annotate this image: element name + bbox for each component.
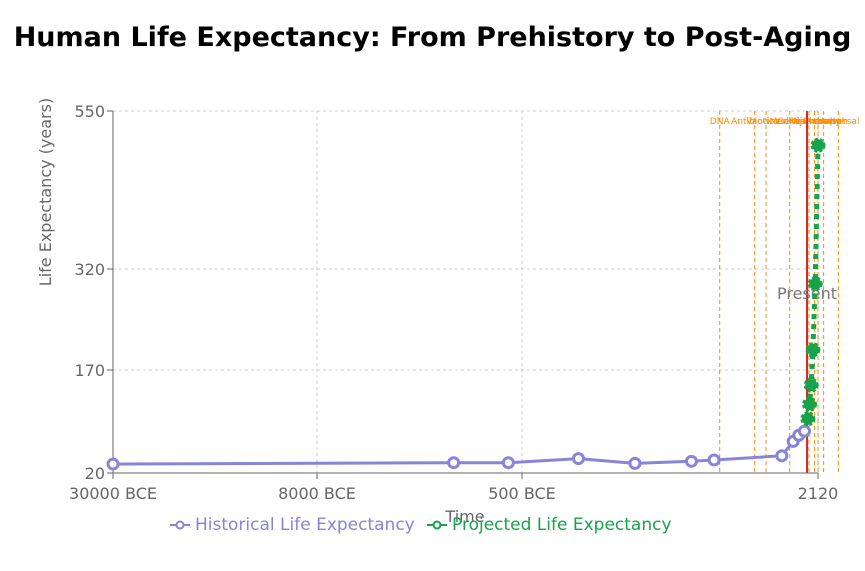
legend-item-projected[interactable]: Projected Life Expectancy — [427, 515, 672, 535]
chart-title: Human Life Expectancy: From Prehistory t… — [13, 22, 852, 53]
legend-item-historical[interactable]: Historical Life Expectancy — [170, 515, 415, 535]
historical-data-point — [501, 456, 515, 470]
y-tick-label: 170 — [74, 361, 105, 380]
x-tick-label: 2120 — [798, 484, 839, 503]
x-axis-title: Time — [444, 507, 484, 526]
grid — [113, 110, 819, 473]
historical-data-point — [571, 452, 585, 466]
y-tick-label: 550 — [74, 102, 105, 121]
historical-data-point — [684, 454, 698, 468]
historical-data-point — [447, 456, 461, 470]
axes: 20 170 320 550 30000 BCE 8000 BCE 500 BCE 2120 — [69, 102, 838, 503]
x-tick-label: 500 BCE — [488, 484, 556, 503]
event-marker-label: DNA — [710, 117, 731, 127]
historical-data-point — [106, 457, 120, 471]
projected-data-point — [805, 342, 821, 358]
legend-projected-label: Projected Life Expectancy — [452, 515, 672, 535]
event-marker-label: Gene Therapy — [777, 117, 841, 127]
historical-data-point — [707, 453, 721, 467]
legend-historical-label: Historical Life Expectancy — [195, 515, 415, 535]
y-tick-label: 20 — [85, 464, 105, 483]
y-axis-title: Life Expectancy (years) — [36, 98, 55, 286]
historical-data-point — [797, 424, 811, 438]
projected-data-point — [810, 137, 826, 153]
event-marker-label: Universal — [817, 117, 859, 127]
event-marker-label: Vaccines — [746, 117, 786, 127]
historical-data-point — [628, 456, 642, 470]
projected-data-point — [800, 411, 816, 427]
x-tick-label: 8000 BCE — [278, 484, 356, 503]
event-marker-label: Rejuvenation — [789, 117, 848, 127]
event-marker-label: Medicine — [770, 117, 811, 127]
event-marker-label: Nanobots — [793, 117, 836, 127]
legend-projected-swatch-icon — [427, 520, 447, 530]
y-tick-label: 320 — [74, 260, 105, 279]
legend-historical-swatch-icon — [170, 520, 190, 530]
projected-data-point — [807, 276, 823, 292]
legend: Historical Life Expectancy Projected Lif… — [0, 515, 865, 539]
projected-data-point — [802, 396, 818, 412]
present-marker-label: Present — [777, 284, 837, 303]
event-marker-label: Immortal — [803, 117, 844, 127]
historical-data-point — [775, 449, 789, 463]
event-marker-label: Antibiotics — [731, 117, 779, 127]
series — [106, 137, 826, 471]
x-tick-label: 30000 BCE — [69, 484, 157, 503]
projected-data-point — [803, 377, 819, 393]
